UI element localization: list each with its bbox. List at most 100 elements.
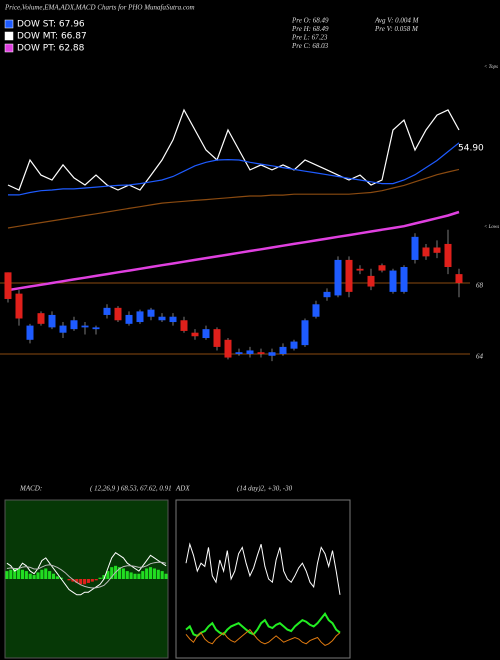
y-tick-label: 64 <box>476 353 484 361</box>
line <box>7 168 460 229</box>
candle-body <box>400 267 408 292</box>
candle-body <box>191 332 199 337</box>
histogram-bar <box>17 568 21 579</box>
candle-body <box>158 316 166 321</box>
histogram-bar <box>129 572 133 579</box>
histogram-bar <box>79 579 83 585</box>
stat-label: Avg V: 0.004 M <box>374 17 420 25</box>
histogram-bar <box>137 573 141 579</box>
candle-body <box>48 314 56 328</box>
histogram-bar <box>117 567 122 579</box>
candle-body <box>70 320 78 330</box>
candle-body <box>235 352 243 354</box>
histogram-bar <box>13 568 17 579</box>
stat-label: Pre C: 68.03 <box>291 42 329 50</box>
histogram-bar <box>141 571 145 579</box>
candle-body <box>290 341 298 349</box>
candle-body <box>37 313 45 324</box>
candle-body <box>367 275 375 287</box>
panel-title: MACD: <box>19 485 42 493</box>
histogram-bar <box>32 575 36 579</box>
candle-body <box>147 309 155 317</box>
candle-body <box>136 311 144 323</box>
annotation: < Tops <box>484 65 498 70</box>
histogram-bar <box>121 568 125 579</box>
candle-body <box>125 314 133 324</box>
candle-body <box>422 247 430 257</box>
stat-label: Pre O: 68.49 <box>291 17 329 25</box>
candle-body <box>180 320 188 331</box>
legend-label: DOW MT: 66.87 <box>17 32 87 42</box>
candle-body <box>246 350 254 354</box>
histogram-bar <box>102 575 106 579</box>
legend-swatch <box>4 31 14 41</box>
legend-swatch <box>4 43 14 53</box>
candle-body <box>213 329 221 347</box>
candle-body <box>268 352 276 356</box>
histogram-bar <box>125 571 129 579</box>
line <box>8 142 460 196</box>
stat-label: Pre H: 68.49 <box>291 25 329 33</box>
candle-body <box>378 265 386 271</box>
line <box>185 612 341 638</box>
histogram-bar <box>28 573 32 579</box>
candle-body <box>169 316 177 323</box>
histogram-bar <box>48 571 52 579</box>
histogram-bar <box>106 571 110 579</box>
panel-title: ADX <box>175 485 190 493</box>
histogram-bar <box>94 579 98 581</box>
histogram-bar <box>75 579 79 583</box>
annotation: 54.90 <box>458 144 484 154</box>
candle-body <box>92 327 100 330</box>
candle-body <box>279 346 287 354</box>
histogram-bar <box>83 579 87 585</box>
chart-title: Price,Volume,EMA,ADX,MACD Charts for PHO… <box>4 4 195 12</box>
stat-label: Pre V: 0.058 M <box>374 25 419 33</box>
line <box>6 561 167 589</box>
histogram-bar <box>5 571 9 579</box>
candle-body <box>345 259 353 292</box>
histogram-bar <box>148 567 153 579</box>
histogram-bar <box>40 569 44 579</box>
histogram-bar <box>90 579 94 582</box>
panel-subtitle: (14 day)2, +30, -30 <box>237 485 293 493</box>
legend-label: DOW ST: 67.96 <box>17 20 85 30</box>
candle-body <box>356 268 364 271</box>
histogram-bar <box>9 569 13 579</box>
panel-subtitle: ( 12,26,9 ) 68.53, 67.62, 0.91 <box>90 485 172 493</box>
histogram-bar <box>110 567 114 579</box>
histogram-bar <box>55 576 59 579</box>
histogram-bar <box>44 568 48 579</box>
candle-body <box>103 307 111 315</box>
candle-body <box>433 247 441 253</box>
candle-body <box>323 291 331 298</box>
histogram-bar <box>67 579 71 581</box>
line <box>7 108 460 191</box>
candle-body <box>257 352 265 354</box>
candle-body <box>114 307 122 321</box>
candle-body <box>334 259 342 296</box>
legend-label: DOW PT: 62.88 <box>17 44 85 54</box>
candle-body <box>312 304 320 317</box>
histogram-bar <box>164 573 168 579</box>
panel <box>4 499 169 659</box>
candle-body <box>26 325 34 340</box>
histogram-bar <box>160 571 164 579</box>
candle-body <box>224 339 232 358</box>
histogram-bar <box>24 571 28 579</box>
candle-body <box>444 243 452 268</box>
y-tick-label: 68 <box>476 282 484 290</box>
candle-body <box>202 329 210 339</box>
candle-body <box>59 325 67 333</box>
line <box>6 552 167 596</box>
legend-swatch <box>4 19 14 29</box>
candle-body <box>15 293 23 319</box>
histogram-bar <box>133 573 137 579</box>
histogram-bar <box>145 568 149 579</box>
histogram-bar <box>152 568 156 579</box>
line <box>185 628 341 646</box>
histogram-bar <box>86 579 90 583</box>
candle-body <box>455 274 463 283</box>
